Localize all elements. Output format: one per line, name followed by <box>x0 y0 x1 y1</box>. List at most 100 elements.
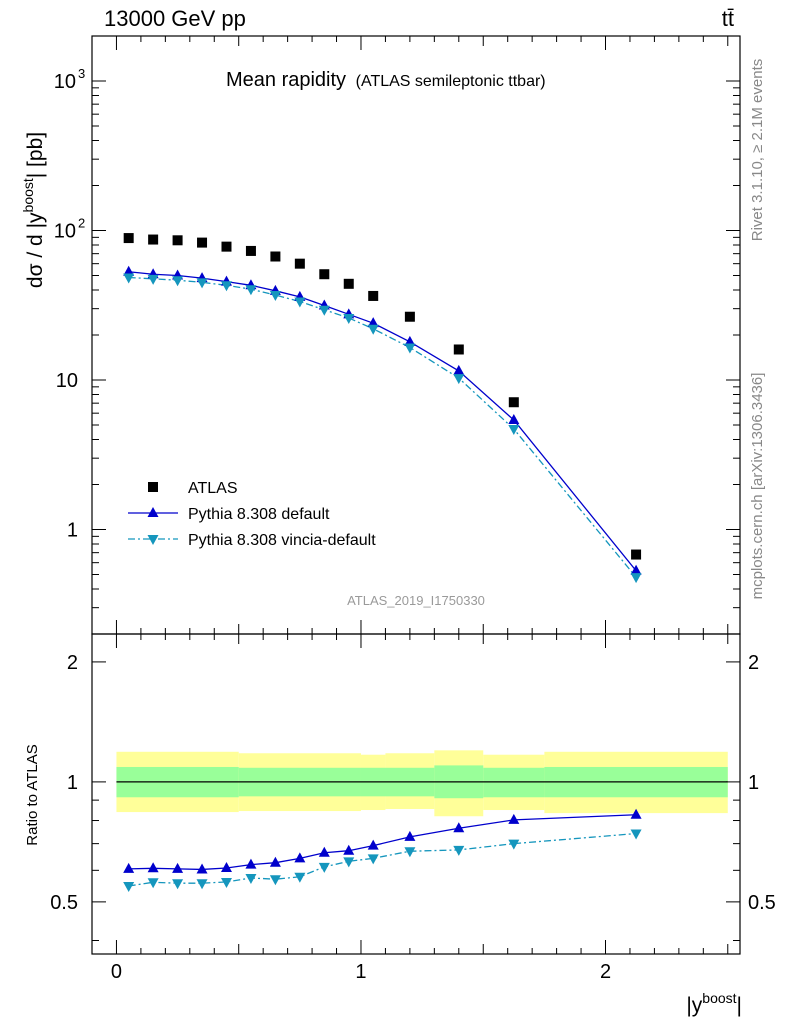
y-tick-label: 10 <box>56 370 78 392</box>
pythia-vincia-point <box>294 297 306 308</box>
pythia-default-point <box>367 839 379 850</box>
main-ylabel-sup: boost <box>20 178 36 212</box>
process-label: tt̄ <box>722 6 734 31</box>
ratio-panel: 0 1 2 0.5 0.5 1 1 2 2 <box>50 633 776 983</box>
ratio-y-tick-label-right: 2 <box>748 652 759 674</box>
x-tick-label: 0 <box>111 961 122 983</box>
ratio-uncertainty-bands <box>116 750 728 817</box>
plot-title: Mean rapidity (ATLAS semileptonic ttbar) <box>226 69 546 91</box>
ratio-y-tick-label: 1 <box>67 772 78 794</box>
legend: ATLAS Pythia 8.308 default Pythia 8.308 vi… <box>128 480 376 549</box>
ratio-default-line <box>128 814 637 871</box>
pythia-vincia-point <box>123 882 135 893</box>
pythia-vincia-point <box>453 845 465 856</box>
legend-label: Pythia 8.308 default <box>188 506 330 523</box>
ratio-data-marks <box>123 808 642 893</box>
pythia-default-point <box>630 808 642 819</box>
main-y-axis-label: dσ / d |yboost| [pb] <box>20 132 47 288</box>
main-data-marks <box>123 233 642 584</box>
pythia-default-point <box>294 852 306 863</box>
y-tick-label: 10 <box>54 221 76 243</box>
main-ylabel-post: | [pb] <box>24 132 47 178</box>
pythia-vincia-point <box>196 879 208 890</box>
pythia-default-point <box>147 507 159 517</box>
pythia-vincia-point <box>245 873 257 884</box>
pythia-vincia-point <box>245 285 257 296</box>
pythia-vincia-point <box>453 374 465 385</box>
atlas-data-point <box>197 237 208 248</box>
y-tick-label: 10 <box>54 71 76 93</box>
y-tick-label-exponent: 2 <box>78 216 85 231</box>
pythia-vincia-point <box>630 829 642 840</box>
ratio-axis-ticks: 0 1 2 0.5 0.5 1 1 2 2 <box>50 634 776 983</box>
pythia-default-point <box>220 862 232 873</box>
pythia-vincia-point <box>367 854 379 865</box>
pythia-default-point <box>245 858 257 869</box>
xlabel-pre: |y <box>686 994 702 1017</box>
pythia-vincia-point <box>172 276 184 287</box>
pythia-default-point <box>630 564 642 575</box>
pythia-vincia-point <box>343 313 355 324</box>
atlas-data-point <box>404 311 415 322</box>
pythia-default-point <box>508 414 520 425</box>
pythia-default-point <box>367 317 379 328</box>
rivet-info: Rivet 3.1.10, ≥ 2.1M events <box>749 59 766 242</box>
pythia-default-point <box>147 862 159 873</box>
pythia-vincia-point <box>508 839 520 850</box>
pythia-vincia-point <box>220 877 232 888</box>
pythia-default-point <box>453 822 465 833</box>
atlas-data-point <box>319 269 330 280</box>
pythia-vincia-point <box>220 281 232 292</box>
energy-label: 13000 GeV pp <box>104 6 246 31</box>
pythia-default-point <box>269 856 281 867</box>
ratio-vincia-line <box>128 832 637 887</box>
pythia-vincia-point <box>172 879 184 890</box>
ratio-frame <box>91 633 741 955</box>
x-tick-label: 1 <box>355 961 366 983</box>
pythia-vincia-point <box>318 862 330 873</box>
atlas-data-point <box>631 549 642 560</box>
pythia-default-point <box>404 830 416 841</box>
pythia-vincia-point <box>196 278 208 289</box>
pythia-vincia-point <box>123 273 135 284</box>
xlabel-post: | <box>737 994 742 1017</box>
main-ylabel-pre: dσ / d |y <box>24 212 47 288</box>
atlas-data-point <box>245 245 256 256</box>
y-tick-label-exponent: 3 <box>78 66 85 81</box>
atlas-data-point <box>343 278 354 289</box>
ratio-y-tick-label: 2 <box>67 652 78 674</box>
x-axis-label: |yboost| <box>686 990 742 1017</box>
pythia-default-point <box>453 364 465 375</box>
atlas-data-point <box>148 234 159 245</box>
pythia-vincia-point <box>294 872 306 883</box>
pythia-default-point <box>196 863 208 874</box>
legend-label: ATLAS <box>188 480 238 497</box>
pythia-vincia-point <box>367 324 379 335</box>
pythia-default-point <box>123 862 135 873</box>
pythia-vincia-point <box>404 343 416 354</box>
mcplots-info: mcplots.cern.ch [arXiv:1306.3436] <box>749 373 766 600</box>
xlabel-sup: boost <box>702 990 736 1006</box>
ratio-y-tick-label: 0.5 <box>50 892 78 914</box>
pythia-default-point <box>318 846 330 857</box>
atlas-data-point <box>294 258 305 269</box>
pythia-vincia-point <box>269 291 281 302</box>
atlas-data-point <box>221 241 232 252</box>
pythia-default-point <box>404 335 416 346</box>
x-tick-label: 2 <box>600 961 611 983</box>
pythia-default-point <box>123 265 135 276</box>
plot-title-main: Mean rapidity <box>226 69 346 91</box>
atlas-data-point <box>148 482 158 492</box>
pythia-vincia-point <box>508 425 520 436</box>
pythia-vincia-point <box>404 847 416 858</box>
pythia-vincia-point <box>343 857 355 868</box>
atlas-data-point <box>123 233 134 244</box>
pythia-vincia-line <box>128 276 637 578</box>
y-tick-label: 1 <box>67 520 78 542</box>
plot-title-sub: (ATLAS semileptonic ttbar) <box>356 73 546 90</box>
pythia-vincia-point <box>269 875 281 886</box>
legend-label: Pythia 8.308 vincia-default <box>188 532 376 549</box>
atlas-data-point <box>368 290 379 301</box>
